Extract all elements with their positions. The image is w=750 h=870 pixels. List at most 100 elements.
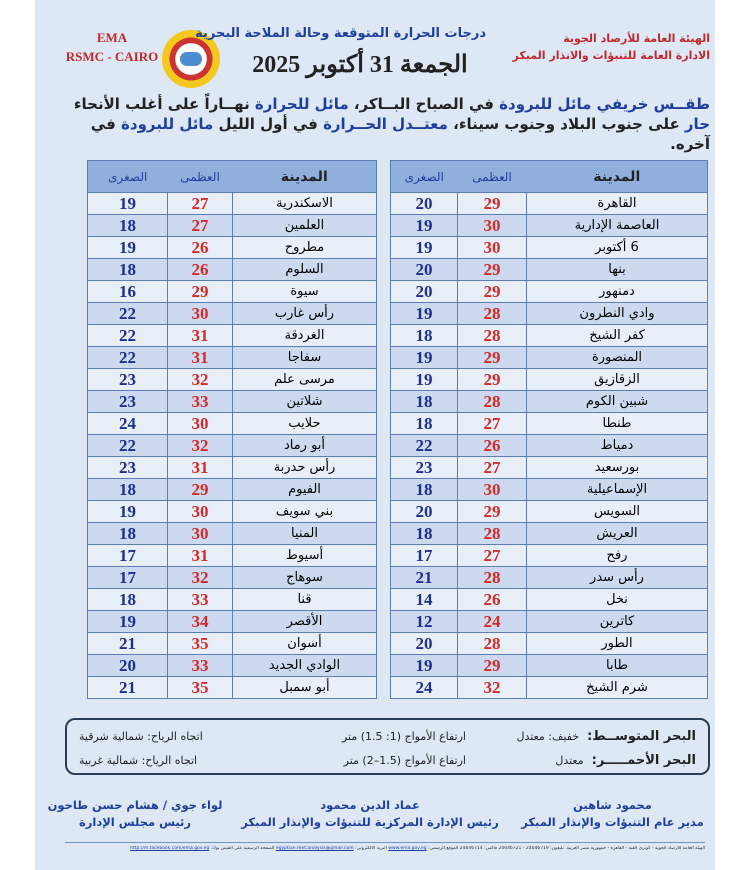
min-temp: 18 [87, 588, 168, 611]
min-temp: 18 [87, 478, 168, 501]
table-row: كاترين 24 12 [390, 610, 708, 633]
summary-text: في آخره. [90, 115, 710, 153]
city-name: بنها [526, 258, 708, 281]
city-name: مطروح [232, 236, 377, 259]
table-row: الفيوم 29 18 [87, 478, 377, 501]
max-temp: 32 [457, 676, 527, 699]
min-temp: 19 [87, 500, 168, 523]
max-temp: 26 [167, 236, 233, 259]
city-name: العلمين [232, 214, 377, 237]
min-temp: 12 [390, 610, 458, 633]
sea-state: خفيف: معتدل [516, 729, 580, 743]
signature-role: رئيس الإدارة المركزية للتنبؤات والإنذار … [241, 815, 499, 829]
table-row: المنيا 30 18 [87, 522, 377, 545]
table-row: الاسكندرية 27 19 [87, 192, 377, 215]
email-link[interactable]: egyptian.met.analysis@gmail.com [275, 846, 354, 851]
min-temp: 24 [390, 676, 458, 699]
ema-logo-icon [162, 30, 220, 88]
min-temp: 17 [390, 544, 458, 567]
facebook-label: الصفحة الرسمية على الفيس بوك: [210, 846, 275, 851]
max-temp: 29 [167, 478, 233, 501]
table-row: العاصمة الإدارية 30 19 [390, 214, 708, 237]
sea-name: البحر المتوســط: [587, 728, 696, 744]
table-row: الطور 28 20 [390, 632, 708, 655]
table-row: أسوان 35 21 [87, 632, 377, 655]
summary-text: في أول الليل [213, 115, 324, 133]
min-temp: 20 [390, 632, 458, 655]
city-name: أسوان [232, 632, 377, 655]
summary-highlight: طقــس خريفي مائل للبرودة [499, 95, 710, 113]
max-temp: 33 [167, 390, 233, 413]
min-temp: 22 [87, 346, 168, 369]
min-temp: 18 [87, 258, 168, 281]
table-row: دمياط 26 22 [390, 434, 708, 457]
city-name: طابا [526, 654, 708, 677]
summary-text: على جنوب البلاد وجنوب سيناء، [447, 115, 685, 133]
max-temp: 33 [167, 588, 233, 611]
min-temp: 14 [390, 588, 458, 611]
summary-highlight: معتــدل الحــرارة [323, 115, 448, 133]
max-temp: 31 [167, 346, 233, 369]
min-temp: 18 [390, 390, 458, 413]
min-temp: 18 [390, 522, 458, 545]
city-name: الفيوم [232, 478, 377, 501]
forecast-date: الجمعة 31 أكتوبر 2025 [252, 52, 468, 78]
header-min: الصغرى [87, 160, 168, 193]
city-name: سفاجا [232, 346, 377, 369]
city-name: كاترين [526, 610, 708, 633]
website-link[interactable]: www.ema.gov.eg [388, 846, 427, 851]
city-name: 6 أكتوبر [526, 236, 708, 259]
city-name: دمنهور [526, 280, 708, 303]
min-temp: 24 [87, 412, 168, 435]
table-row: الزقازيق 29 19 [390, 368, 708, 391]
city-name: السويس [526, 500, 708, 523]
table-header-row: المدينة العظمى الصغرى [390, 160, 708, 193]
city-name: سيوة [232, 280, 377, 303]
header-city: المدينة [232, 160, 377, 193]
city-name: دمياط [526, 434, 708, 457]
table-row: قنا 33 18 [87, 588, 377, 611]
city-name: رأس سدر [526, 566, 708, 589]
header-min: الصغرى [390, 160, 458, 193]
table-row: طنطا 27 18 [390, 412, 708, 435]
wind-direction: اتجاه الرياح: شمالية غربية [79, 753, 198, 767]
org-line-1: الهيئة العامة للأرصاد الجوية [563, 32, 710, 45]
sea-row-mediterranean: البحر المتوســط: خفيف: معتدل ارتفاع الأمو… [79, 724, 696, 748]
min-temp: 16 [87, 280, 168, 303]
city-name: الإسماعيلية [526, 478, 708, 501]
city-name: سوهاج [232, 566, 377, 589]
table-row: 6 أكتوبر 30 19 [390, 236, 708, 259]
table-row: مرسى علم 32 23 [87, 368, 377, 391]
table-row: الأقصر 34 19 [87, 610, 377, 633]
max-temp: 29 [457, 346, 527, 369]
min-temp: 19 [390, 302, 458, 325]
max-temp: 33 [167, 654, 233, 677]
min-temp: 21 [390, 566, 458, 589]
max-temp: 29 [457, 654, 527, 677]
facebook-link[interactable]: http://m.facebook.com/ema.gov.eg [130, 846, 210, 851]
max-temp: 28 [457, 566, 527, 589]
max-temp: 30 [167, 302, 233, 325]
wave-height: ارتفاع الأمواج (1.5–2) متر [343, 753, 466, 767]
table-row: رأس حدربة 31 23 [87, 456, 377, 479]
min-temp: 23 [390, 456, 458, 479]
min-temp: 17 [87, 544, 168, 567]
min-temp: 20 [390, 280, 458, 303]
max-temp: 30 [167, 522, 233, 545]
table-row: العلمين 27 18 [87, 214, 377, 237]
max-temp: 30 [167, 412, 233, 435]
max-temp: 27 [457, 544, 527, 567]
table-row: طابا 29 19 [390, 654, 708, 677]
max-temp: 29 [457, 280, 527, 303]
min-temp: 22 [87, 434, 168, 457]
max-temp: 32 [167, 368, 233, 391]
city-name: نخل [526, 588, 708, 611]
city-name: المنصورة [526, 346, 708, 369]
max-temp: 27 [167, 214, 233, 237]
table-row: العريش 28 18 [390, 522, 708, 545]
header-max: العظمى [167, 160, 233, 193]
city-name: أسيوط [232, 544, 377, 567]
max-temp: 28 [457, 324, 527, 347]
min-temp: 19 [390, 368, 458, 391]
summary-text: نهــاراً على أغلب الأنحاء [73, 95, 255, 113]
